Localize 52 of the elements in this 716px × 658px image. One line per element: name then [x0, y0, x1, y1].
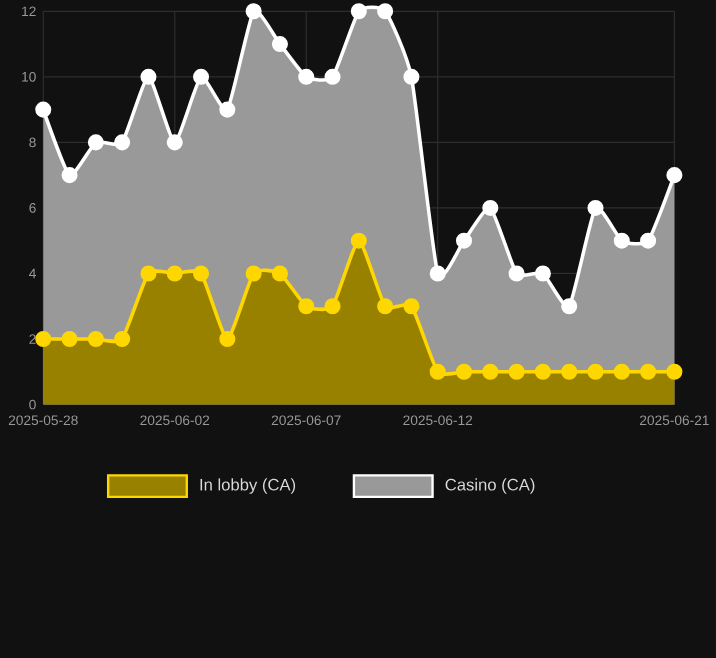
point	[429, 265, 446, 282]
point	[324, 298, 341, 315]
point	[350, 3, 367, 20]
point	[35, 101, 52, 118]
point	[87, 330, 104, 347]
legend-label: Casino (CA)	[445, 478, 535, 494]
point	[140, 68, 157, 85]
point	[245, 265, 262, 282]
point	[613, 363, 630, 380]
point	[166, 265, 183, 282]
point	[613, 232, 630, 249]
point	[534, 265, 551, 282]
point	[61, 330, 78, 347]
point	[114, 134, 131, 151]
point	[324, 68, 341, 85]
point	[482, 199, 499, 216]
point	[193, 68, 210, 85]
point	[35, 330, 52, 347]
point	[508, 265, 525, 282]
point	[482, 363, 499, 380]
point	[350, 232, 367, 249]
point	[377, 3, 394, 20]
point	[219, 330, 236, 347]
point	[271, 35, 288, 53]
point	[429, 363, 446, 380]
point	[298, 68, 315, 85]
point	[87, 134, 104, 151]
point	[534, 363, 551, 380]
point	[640, 232, 657, 249]
point	[587, 363, 604, 380]
point	[455, 363, 473, 380]
point	[666, 167, 683, 184]
point	[587, 199, 604, 216]
point	[403, 68, 420, 85]
point	[245, 3, 262, 20]
point	[377, 298, 394, 315]
point	[193, 265, 210, 282]
point	[219, 101, 236, 118]
point	[403, 298, 420, 315]
point	[561, 363, 578, 380]
point	[140, 265, 157, 282]
point	[271, 265, 288, 282]
point	[561, 298, 578, 315]
point	[666, 363, 683, 380]
point	[508, 363, 525, 380]
point	[114, 330, 131, 347]
point	[640, 363, 657, 380]
point	[298, 298, 315, 315]
point	[166, 134, 183, 151]
point	[455, 232, 473, 249]
point	[61, 167, 78, 184]
legend-label: In lobby (CA)	[200, 478, 296, 494]
